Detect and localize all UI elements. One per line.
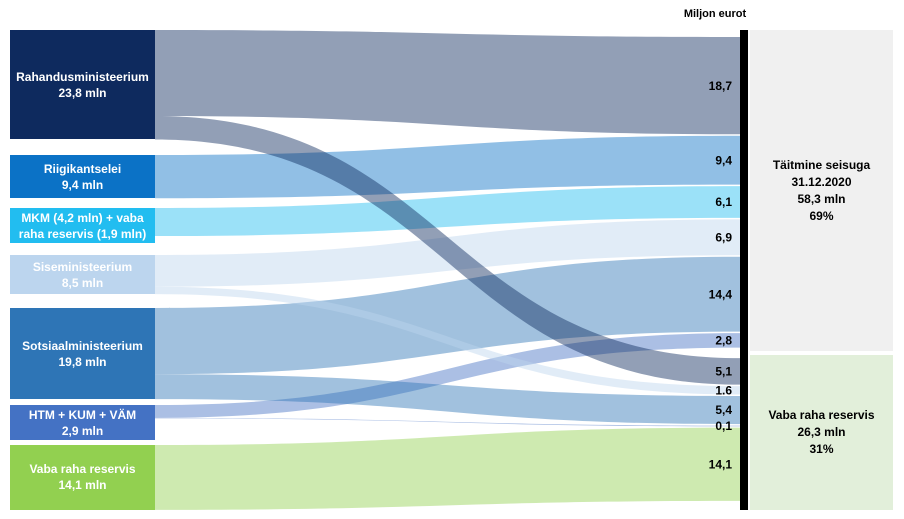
source-name: HTM + KUM + VÄM [28, 407, 137, 422]
flow [155, 286, 740, 395]
target-name: Täitmine seisuga [772, 157, 871, 172]
source-node: Riigikantselei 9,4 mln [10, 155, 155, 199]
source-value: 19,8 mln [58, 354, 107, 369]
source-value: 9,4 mln [61, 177, 104, 192]
flow-value-label: 5,1 [715, 365, 732, 379]
target-node: Vaba raha reservis 26,3 mln 31% [750, 355, 893, 510]
unit-label: Miljon eurot [684, 8, 747, 20]
flow-value-label: 6,9 [715, 230, 732, 244]
source-name: Sotsiaalministeerium [22, 338, 143, 353]
flow [155, 135, 740, 199]
target-value: 26,3 mln [797, 425, 846, 440]
flows [155, 30, 740, 510]
source-node: Sotsiaalministeerium 19,8 mln [10, 308, 155, 400]
flow-value-label: 9,4 [715, 153, 732, 167]
source-value: 8,5 mln [61, 275, 104, 290]
flow [155, 219, 740, 287]
source-value: 14,1 mln [58, 478, 107, 493]
source-value: 2,9 mln [61, 423, 104, 438]
source-node: HTM + KUM + VÄM 2,9 mln [10, 405, 155, 440]
target-bar [740, 30, 748, 510]
flow-value-label: 18,7 [709, 79, 733, 93]
flow-value-label: 0,1 [715, 419, 732, 433]
flow [155, 417, 740, 427]
source-node: Siseministeerium 8,5 mln [10, 255, 155, 295]
source-node: Vaba raha reservis 14,1 mln [10, 445, 155, 510]
source-node: MKM (4,2 mln) + vaba raha reservis (1,9 … [10, 208, 155, 243]
flow [155, 116, 740, 385]
flow-value-label: 14,1 [709, 457, 733, 471]
target-share: 31% [809, 442, 834, 457]
flow-value-label: 14,4 [709, 287, 733, 301]
target-node: Täitmine seisuga 31.12.2020 58,3 mln 69% [750, 30, 893, 352]
flow [155, 333, 740, 418]
source-name: MKM (4,2 mln) + vaba raha reservis (1,9 … [18, 210, 147, 241]
flow-value-label: 2,8 [715, 334, 732, 348]
target-date: 31.12.2020 [791, 174, 852, 189]
source-name: Vaba raha reservis [29, 462, 136, 477]
flow [155, 374, 740, 425]
flow [155, 256, 740, 375]
flow-value-label: 5,4 [715, 403, 732, 417]
target-share: 69% [809, 208, 834, 223]
flow [155, 30, 740, 135]
flow-value-label: 1.6 [715, 384, 732, 398]
source-node: Rahandusministeerium 23,8 mln [10, 30, 155, 140]
flow-value-label: 6,1 [715, 195, 732, 209]
target-name: Vaba raha reservis [768, 408, 875, 423]
flow [155, 186, 740, 237]
source-name: Siseministeerium [32, 259, 133, 274]
flow [155, 427, 740, 510]
source-name: Riigikantselei [43, 161, 122, 176]
source-name: Rahandusministeerium [16, 69, 149, 84]
target-value: 58,3 mln [797, 191, 846, 206]
source-value: 23,8 mln [58, 85, 107, 100]
